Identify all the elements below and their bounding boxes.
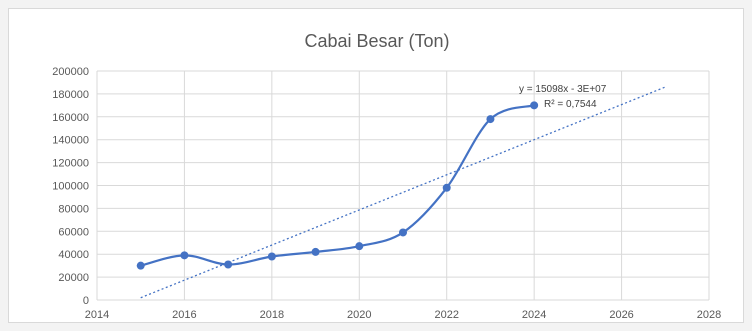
data-point (486, 115, 495, 124)
y-tick-label: 120000 (52, 158, 89, 170)
trendline (140, 86, 666, 299)
x-tick-label: 2024 (522, 309, 546, 321)
chart-svg: Cabai Besar (Ton) 0 20000 40000 60000 80000 1… (52, 31, 721, 321)
y-tick-label: 180000 (52, 89, 89, 101)
data-point (355, 242, 364, 251)
trendline-r-squared: R² = 0,7544 (544, 99, 597, 110)
data-point (267, 252, 276, 261)
data-point (136, 261, 145, 270)
x-tick-label: 2014 (85, 309, 109, 321)
y-tick-label: 160000 (52, 112, 89, 124)
x-tick-label: 2016 (172, 309, 196, 321)
x-tick-label: 2028 (697, 309, 721, 321)
data-point (530, 101, 539, 110)
x-tick-label: 2022 (434, 309, 458, 321)
series-layer (136, 101, 539, 270)
y-tick-label: 140000 (52, 135, 89, 147)
data-point (224, 260, 233, 269)
y-tick-label: 40000 (58, 249, 89, 261)
chart-title: Cabai Besar (Ton) (304, 31, 449, 51)
data-point (311, 247, 320, 256)
grid-layer (96, 70, 710, 301)
x-tick-label: 2020 (347, 309, 371, 321)
data-point (399, 228, 407, 237)
series-line (140, 104, 535, 267)
chart-frame: Cabai Besar (Ton) 0 20000 40000 60000 80000 1… (8, 8, 744, 323)
y-tick-label: 100000 (52, 181, 89, 193)
equation-layer: y = 15098x - 3E+07 R² = 0,7544 (519, 84, 607, 110)
y-tick-label: 60000 (58, 226, 89, 238)
y-tick-label: 200000 (52, 66, 89, 78)
y-tick-label: 20000 (58, 272, 89, 284)
data-point (442, 183, 451, 192)
axis-layer: 0 20000 40000 60000 80000 100000 120000 140000 1… (52, 66, 721, 321)
y-tick-label: 80000 (58, 203, 89, 215)
y-tick-label: 0 (83, 295, 89, 307)
data-point (180, 251, 189, 260)
trendline-layer (140, 86, 666, 299)
trendline-equation: y = 15098x - 3E+07 (519, 84, 607, 95)
x-tick-label: 2018 (260, 309, 284, 321)
x-tick-label: 2026 (609, 309, 633, 321)
